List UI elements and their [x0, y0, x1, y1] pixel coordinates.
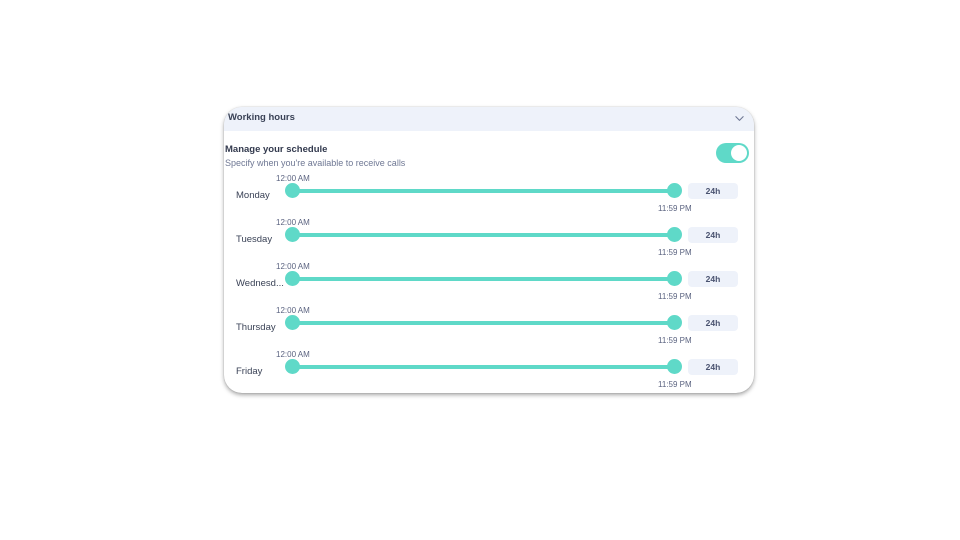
end-time-label: 11:59 PM [658, 380, 692, 389]
day-label: Wednesd... [236, 278, 284, 289]
end-time-handle[interactable] [667, 315, 682, 330]
day-row-thursday: 12:00 AM Thursday 11:59 PM 24h [224, 306, 754, 350]
start-time-label: 12:00 AM [276, 350, 310, 359]
start-time-label: 12:00 AM [276, 174, 310, 183]
start-time-label: 12:00 AM [276, 262, 310, 271]
duration-badge: 24h [688, 315, 738, 331]
start-time-handle[interactable] [285, 359, 300, 374]
day-label: Tuesday [236, 234, 273, 245]
time-range-track[interactable] [292, 365, 675, 369]
duration-badge: 24h [688, 359, 738, 375]
chevron-down-icon[interactable] [734, 113, 745, 124]
time-range-track[interactable] [292, 321, 675, 325]
end-time-label: 11:59 PM [658, 336, 692, 345]
end-time-handle[interactable] [667, 359, 682, 374]
day-row-monday: 12:00 AM Monday 11:59 PM 24h [224, 174, 754, 218]
start-time-handle[interactable] [285, 227, 300, 242]
end-time-label: 11:59 PM [658, 204, 692, 213]
end-time-handle[interactable] [667, 227, 682, 242]
start-time-handle[interactable] [285, 315, 300, 330]
section-title: Working hours [228, 112, 295, 123]
time-range-track[interactable] [292, 277, 675, 281]
working-hours-card: Working hours Manage your schedule Speci… [224, 107, 754, 393]
duration-badge: 24h [688, 227, 738, 243]
time-range-track[interactable] [292, 233, 675, 237]
end-time-handle[interactable] [667, 271, 682, 286]
toggle-knob [731, 145, 747, 161]
duration-badge: 24h [688, 271, 738, 287]
day-label: Thursday [236, 322, 276, 333]
schedule-title: Manage your schedule [225, 144, 328, 155]
day-label: Monday [236, 190, 270, 201]
duration-badge: 24h [688, 183, 738, 199]
start-time-label: 12:00 AM [276, 306, 310, 315]
working-hours-header[interactable]: Working hours [224, 107, 754, 131]
end-time-handle[interactable] [667, 183, 682, 198]
start-time-label: 12:00 AM [276, 218, 310, 227]
schedule-subtitle: Specify when you're available to receive… [225, 158, 406, 168]
end-time-label: 11:59 PM [658, 292, 692, 301]
end-time-label: 11:59 PM [658, 248, 692, 257]
time-range-track[interactable] [292, 189, 675, 193]
schedule-toggle[interactable] [716, 143, 749, 163]
day-row-tuesday: 12:00 AM Tuesday 11:59 PM 24h [224, 218, 754, 262]
day-label: Friday [236, 366, 263, 377]
start-time-handle[interactable] [285, 183, 300, 198]
day-row-wednesday: 12:00 AM Wednesd... 11:59 PM 24h [224, 262, 754, 306]
start-time-handle[interactable] [285, 271, 300, 286]
day-row-friday: 12:00 AM Friday 11:59 PM 24h [224, 350, 754, 393]
